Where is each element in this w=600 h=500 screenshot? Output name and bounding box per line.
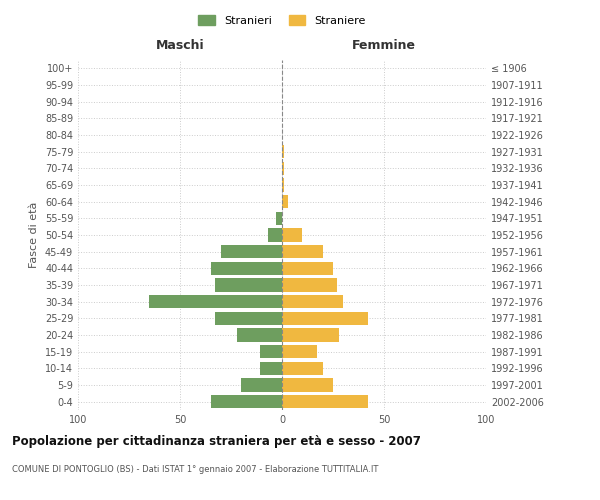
Bar <box>282 262 333 275</box>
Bar <box>282 345 317 358</box>
Bar <box>211 395 282 408</box>
Text: Popolazione per cittadinanza straniera per età e sesso - 2007: Popolazione per cittadinanza straniera p… <box>12 435 421 448</box>
Bar <box>282 378 333 392</box>
Bar <box>149 295 282 308</box>
Bar <box>282 245 323 258</box>
Bar <box>282 145 284 158</box>
Bar <box>215 312 282 325</box>
Bar <box>282 178 284 192</box>
Bar <box>282 195 288 208</box>
Bar <box>282 162 284 175</box>
Bar <box>260 362 282 375</box>
Text: COMUNE DI PONTOGLIO (BS) - Dati ISTAT 1° gennaio 2007 - Elaborazione TUTTITALIA.: COMUNE DI PONTOGLIO (BS) - Dati ISTAT 1°… <box>12 465 379 474</box>
Text: Maschi: Maschi <box>155 38 205 52</box>
Text: Femmine: Femmine <box>352 38 416 52</box>
Bar <box>282 362 323 375</box>
Bar <box>221 245 282 258</box>
Bar <box>260 345 282 358</box>
Bar <box>215 278 282 291</box>
Bar <box>282 228 302 241</box>
Bar <box>241 378 282 392</box>
Bar <box>282 312 368 325</box>
Bar <box>276 212 282 225</box>
Bar <box>268 228 282 241</box>
Bar <box>282 395 368 408</box>
Bar <box>282 278 337 291</box>
Bar <box>282 295 343 308</box>
Bar <box>237 328 282 342</box>
Legend: Stranieri, Straniere: Stranieri, Straniere <box>194 10 370 30</box>
Y-axis label: Fasce di età: Fasce di età <box>29 202 39 268</box>
Bar <box>282 328 339 342</box>
Bar <box>211 262 282 275</box>
